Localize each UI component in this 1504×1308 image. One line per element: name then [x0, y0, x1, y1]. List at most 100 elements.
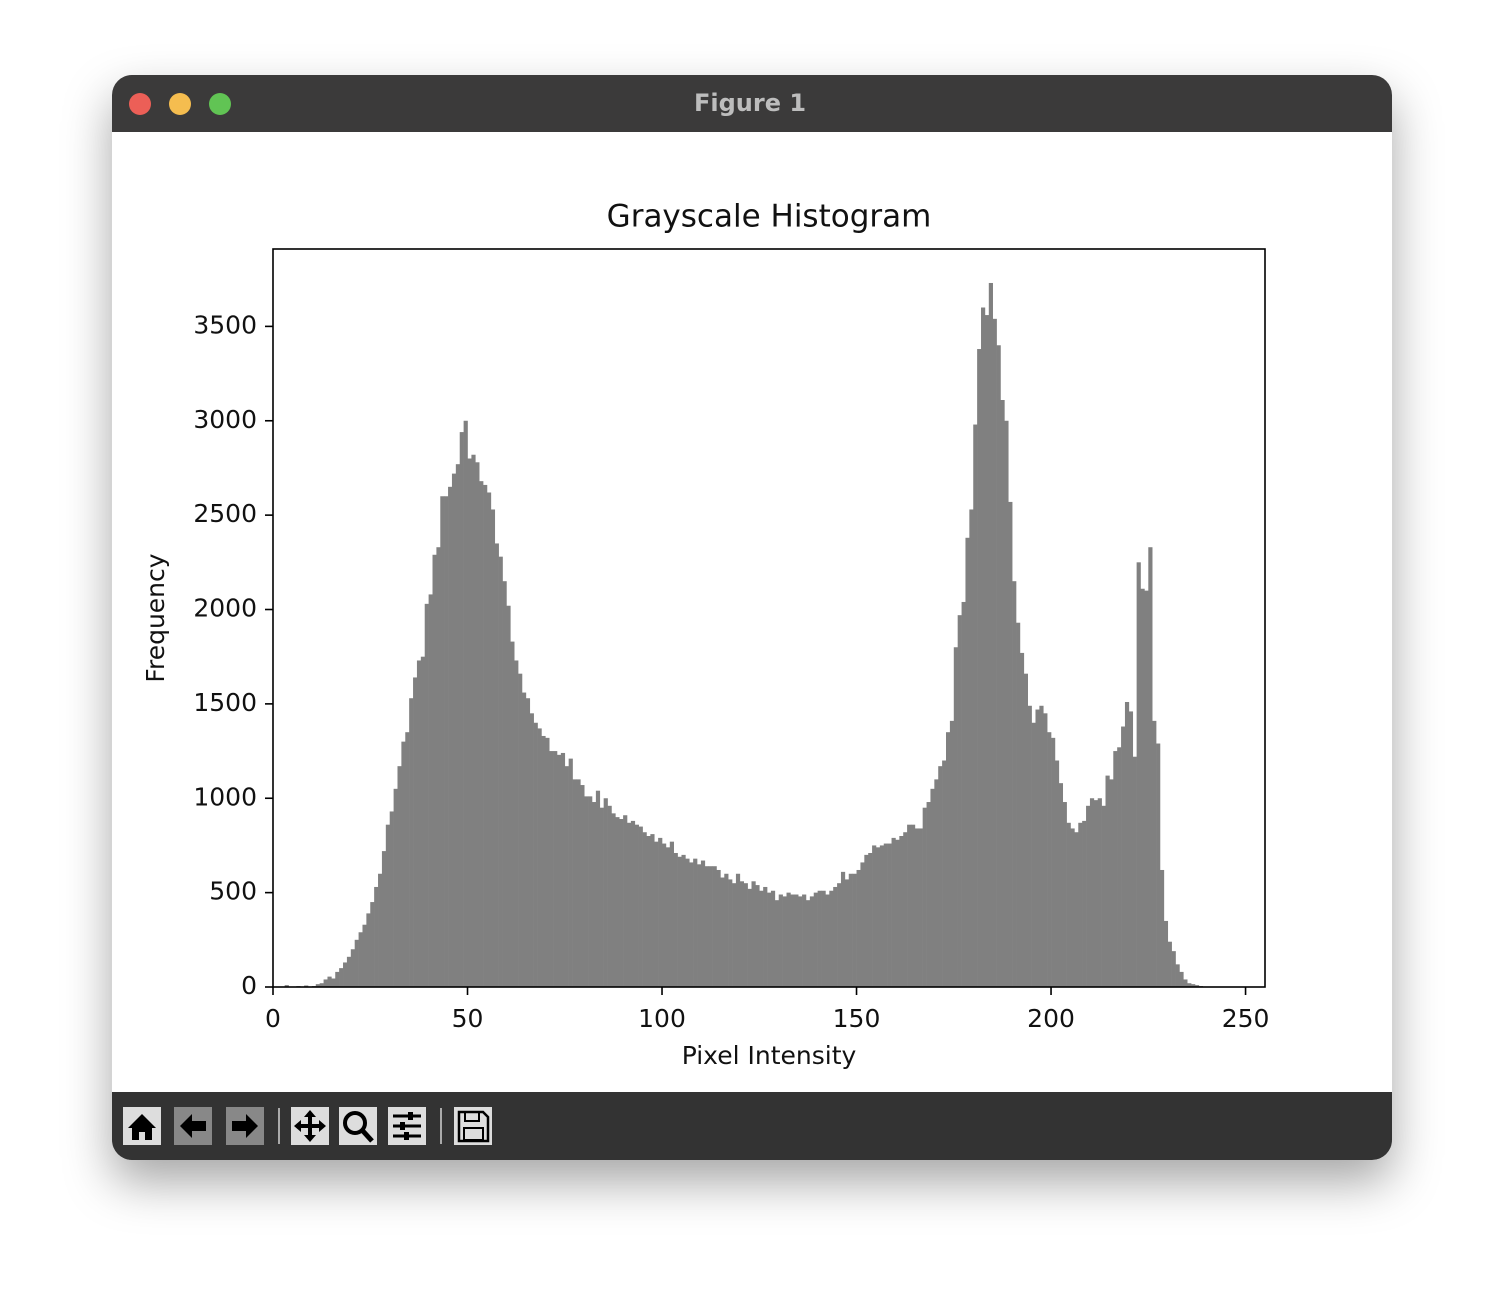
zoom-button[interactable]	[209, 93, 231, 115]
bar	[891, 837, 896, 987]
bar	[416, 660, 422, 987]
bar	[926, 802, 931, 987]
bar	[809, 896, 815, 987]
y-axis-label: Frequency	[141, 553, 170, 682]
bar	[432, 554, 437, 987]
x-axis-label: Pixel Intensity	[682, 1041, 857, 1070]
bar	[794, 894, 799, 987]
bar	[875, 847, 881, 987]
pan-icon	[294, 1110, 326, 1142]
bar	[1027, 705, 1032, 987]
bar	[1089, 798, 1095, 987]
bar	[1156, 743, 1161, 987]
bar	[634, 824, 639, 987]
forward-icon	[232, 1114, 258, 1138]
bar	[630, 820, 636, 987]
plot-frame	[272, 248, 1266, 988]
bar	[984, 315, 990, 987]
bar	[545, 737, 550, 987]
bar	[467, 458, 472, 987]
bar	[1058, 783, 1064, 987]
x-tick-label: 0	[265, 1004, 281, 1033]
bar	[335, 971, 340, 987]
x-tick-label: 200	[1027, 1004, 1075, 1033]
bar	[774, 900, 780, 987]
bar	[1136, 562, 1141, 987]
bar	[1047, 732, 1052, 987]
bar	[393, 788, 398, 987]
bar	[669, 841, 674, 987]
bar	[346, 956, 352, 987]
bar	[1023, 673, 1028, 987]
bar	[1167, 941, 1172, 987]
window-title: Figure 1	[694, 89, 806, 117]
bar	[381, 851, 387, 987]
bar	[903, 832, 908, 987]
bar	[697, 864, 702, 987]
bar	[977, 349, 982, 987]
bar	[821, 890, 826, 987]
zoom-icon-handle	[360, 1128, 374, 1143]
bar	[930, 788, 935, 987]
bar	[358, 932, 363, 987]
bar	[755, 885, 760, 987]
minimize-button[interactable]	[169, 93, 191, 115]
bar	[1019, 652, 1025, 987]
bar	[840, 871, 846, 987]
bar	[685, 858, 690, 987]
bar	[751, 881, 756, 987]
bar	[533, 722, 538, 987]
bar	[770, 890, 776, 987]
bar	[992, 318, 997, 987]
bar	[910, 824, 916, 987]
home-icon	[128, 1114, 156, 1140]
bar	[1163, 920, 1169, 987]
bar	[459, 432, 464, 987]
title-bar	[112, 75, 1392, 132]
bar	[1082, 820, 1087, 987]
bar	[848, 873, 853, 987]
bar	[510, 641, 515, 987]
close-button[interactable]	[129, 93, 151, 115]
bar	[1140, 588, 1145, 987]
bar	[1000, 399, 1005, 987]
bar	[681, 854, 686, 987]
bar	[965, 537, 970, 987]
zoom-icon	[343, 1111, 367, 1135]
bar	[961, 601, 966, 987]
bar	[1070, 828, 1075, 987]
bar	[564, 766, 569, 987]
bar	[642, 832, 647, 987]
bar	[720, 877, 725, 987]
bar	[825, 894, 830, 987]
bar	[786, 892, 791, 987]
bar	[354, 939, 359, 987]
bar	[1097, 798, 1102, 987]
bar	[1144, 590, 1149, 987]
bar	[1117, 747, 1122, 987]
bar	[833, 886, 838, 987]
bar	[1109, 779, 1114, 987]
bar	[1086, 805, 1091, 987]
toolbar-buttons	[123, 1107, 492, 1145]
bar	[413, 677, 418, 987]
x-tick-label: 150	[833, 1004, 881, 1033]
bar	[907, 824, 912, 987]
bar	[665, 847, 671, 987]
bar	[319, 983, 324, 987]
bar	[494, 543, 499, 987]
bar	[837, 883, 842, 987]
bar	[603, 798, 608, 987]
bar	[1191, 984, 1196, 987]
bar	[1128, 711, 1134, 987]
bar	[576, 779, 581, 987]
bar	[813, 892, 818, 987]
bar	[362, 924, 367, 987]
bar	[650, 834, 655, 987]
y-tick-label: 2000	[193, 594, 257, 623]
bar	[856, 869, 861, 987]
bar	[580, 785, 585, 987]
bar	[957, 615, 962, 987]
bar	[1066, 822, 1071, 987]
